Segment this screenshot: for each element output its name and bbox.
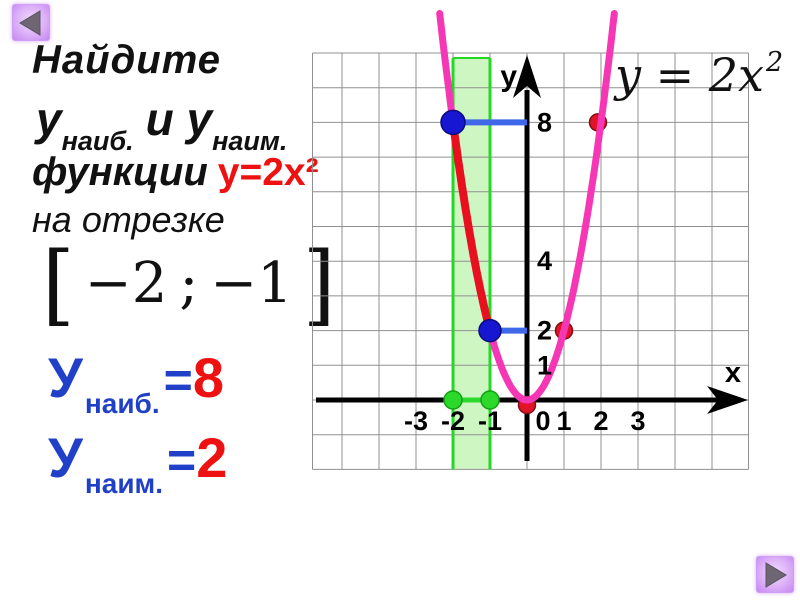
forward-arrow-icon — [765, 561, 787, 588]
bracket-close: ] — [302, 232, 336, 336]
back-button[interactable] — [12, 4, 50, 41]
answer-max-equals: = — [163, 352, 193, 408]
curve-equation-base: y = 2x — [615, 48, 764, 102]
svg-text:8: 8 — [537, 107, 552, 137]
y-max-symbol: у — [36, 93, 62, 145]
graph-panel: 1 2 4 8 -3 -2 -1 0 1 2 3 y x y = 2x2 — [312, 8, 783, 471]
curve-equation-exponent: 2 — [765, 46, 784, 78]
interval-expression: [ −2 ; −1 ] — [42, 232, 336, 336]
interval-to: −1 — [210, 251, 293, 316]
problem-symbols: унаиб. и унаим. — [36, 93, 287, 155]
interval-from: −2 — [84, 251, 168, 316]
svg-text:3: 3 — [630, 406, 645, 436]
conjunction: и у — [145, 93, 213, 145]
y-max-subscript: наиб. — [61, 126, 134, 156]
interval-label: на отрезке — [32, 199, 225, 240]
problem-title: Найдите — [32, 38, 222, 82]
svg-text:4: 4 — [537, 246, 552, 276]
svg-text:-2: -2 — [441, 406, 465, 436]
answer-min-row: У наим. = 2 — [48, 430, 227, 498]
y-min-subscript: наим. — [212, 126, 288, 156]
curve-equation: y = 2x2 — [615, 49, 783, 98]
back-arrow-icon — [19, 9, 41, 36]
answer-max-value: 8 — [192, 346, 224, 409]
function-formula-red: у=2х² — [217, 151, 319, 194]
svg-text:y: y — [500, 60, 517, 93]
svg-text:x: x — [725, 357, 741, 389]
answer-min-subscript: наим. — [84, 468, 164, 499]
problem-function-line: функции у=2х² — [32, 152, 319, 192]
answer-min-value: 2 — [196, 426, 228, 489]
svg-text:2: 2 — [537, 316, 552, 346]
svg-text:-1: -1 — [478, 406, 502, 436]
answer-min-symbol: У — [48, 426, 83, 489]
answer-max-row: У наиб. = 8 — [48, 350, 224, 418]
bracket-open: [ — [42, 232, 75, 336]
svg-text:2: 2 — [593, 406, 608, 436]
answer-min-equals: = — [167, 432, 197, 488]
answer-max-symbol: У — [48, 346, 83, 409]
svg-text:1: 1 — [537, 350, 552, 380]
answer-max-subscript: наиб. — [84, 388, 160, 419]
next-button[interactable] — [756, 556, 794, 593]
interval-separator: ; — [179, 251, 199, 316]
svg-text:-3: -3 — [404, 406, 428, 436]
function-word: функции — [32, 150, 208, 194]
svg-text:0: 0 — [535, 406, 550, 436]
svg-text:1: 1 — [556, 406, 571, 436]
